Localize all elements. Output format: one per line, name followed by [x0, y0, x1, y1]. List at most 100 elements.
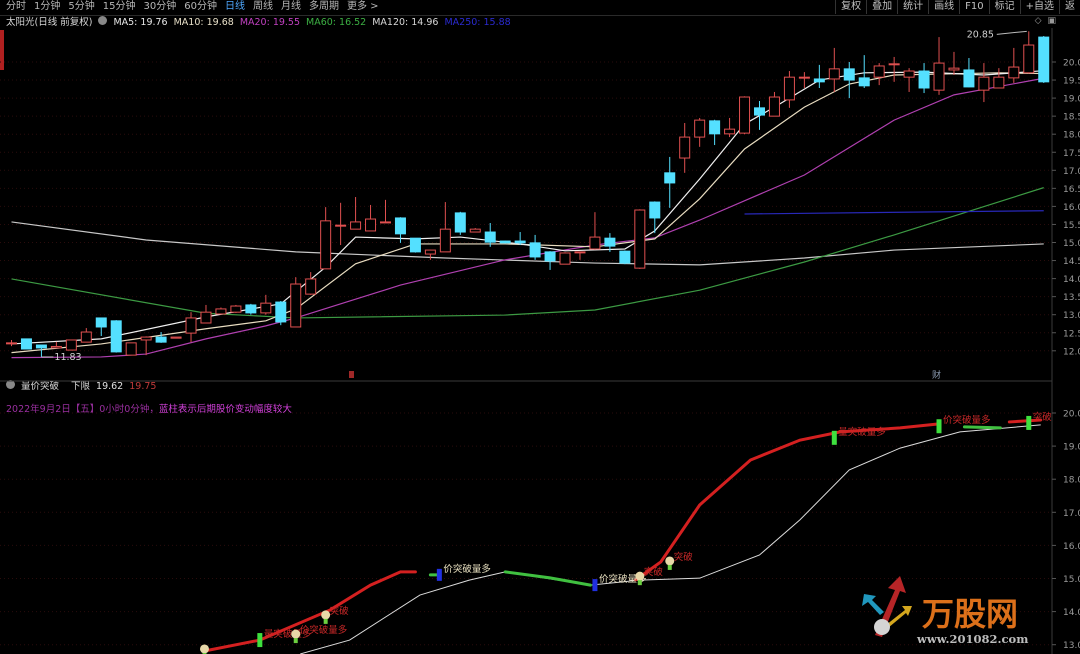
candle-body [858, 77, 870, 87]
candle-body [918, 70, 930, 89]
period-tab[interactable]: 分时 [6, 1, 26, 12]
ma5-line [11, 70, 1044, 345]
candle-body [260, 302, 272, 314]
candle-body [424, 249, 436, 255]
y-tick-label: 17.0 [1063, 509, 1080, 519]
period-tab[interactable]: 日线 [224, 1, 245, 12]
candle [1038, 36, 1050, 83]
candle-body [350, 221, 362, 230]
candle [335, 202, 347, 246]
period-tab[interactable]: 周线 [252, 1, 273, 12]
candle-body [1038, 36, 1050, 83]
candle-body [544, 251, 556, 262]
candle-body [185, 317, 197, 334]
tool-button[interactable]: 统计 [897, 0, 928, 14]
candle-body [978, 76, 990, 91]
candle-body [80, 331, 92, 343]
diamond-icon[interactable]: ◇ [1034, 16, 1042, 26]
side-tab[interactable] [0, 30, 4, 70]
candle-body [828, 68, 840, 80]
y-tick-label: 16.5 [1063, 185, 1080, 195]
period-tab[interactable]: 月线 [280, 1, 301, 12]
money-bag-base [293, 638, 298, 644]
candle-body [499, 240, 511, 244]
tool-button[interactable]: 返 [1059, 0, 1080, 14]
date-text: 2022年9月2日【五】0小时0分钟， [6, 404, 159, 415]
tool-button[interactable]: F10 [959, 0, 988, 14]
ma250-line [744, 210, 1044, 215]
y-tick-label: 20.0 [1063, 410, 1080, 420]
period-tab[interactable]: 60分钟 [184, 1, 217, 12]
candle [394, 217, 406, 243]
ma-label: MA60: 16.52 [306, 17, 367, 28]
candle [1023, 31, 1035, 74]
candle-body [50, 345, 62, 349]
signal-label: 量突破量多 [264, 628, 312, 640]
candle [828, 47, 840, 92]
y-tick-label: 15.5 [1063, 221, 1080, 231]
ma120-line [11, 221, 1044, 266]
tool-button[interactable]: +自选 [1019, 0, 1059, 14]
indicator-settings-icon[interactable] [6, 380, 15, 389]
period-tab[interactable]: 更多 > [346, 1, 379, 12]
candle [499, 240, 511, 244]
period-tab[interactable]: 30分钟 [143, 1, 177, 12]
candle [813, 64, 825, 88]
candle [185, 312, 197, 343]
candle-body [110, 320, 122, 353]
candle [679, 123, 691, 173]
indicator-name[interactable]: 量价突破 [21, 381, 60, 392]
candle-body [1008, 66, 1020, 79]
ma60-line [11, 187, 1044, 319]
top-toolbar: 分时 1分钟 5分钟 15分钟 30分钟 60分钟 日线 周线 月线 多周期 更多 > 复权 叠加 统计… [0, 0, 1080, 16]
tool-button[interactable]: 画线 [928, 0, 959, 14]
candle-body [754, 107, 765, 116]
corner-icons: ◇ ▣ [1035, 16, 1056, 26]
candle [80, 328, 92, 343]
candle [305, 272, 317, 295]
y-tick-label: 18.0 [1063, 476, 1080, 486]
candle [739, 96, 751, 135]
tool-buttons: 复权 叠加 统计 画线 F10 标记 +自选返 [835, 0, 1080, 14]
candle [783, 71, 795, 108]
candle [544, 251, 556, 270]
candle-body [215, 308, 227, 315]
ma-label: MA5: 19.76 [113, 17, 168, 28]
period-tab[interactable]: 15分钟 [102, 1, 136, 12]
candle-body [619, 250, 631, 264]
candle [424, 249, 436, 260]
logo-coin [874, 619, 890, 635]
candle [215, 307, 227, 315]
blue-bar-icon [436, 568, 442, 581]
settings-dot-icon[interactable] [98, 16, 108, 25]
tool-button[interactable]: 复权 [835, 0, 866, 14]
candle-body [739, 96, 751, 134]
period-tab[interactable]: 1分钟 [34, 1, 61, 12]
tool-button[interactable]: 叠加 [866, 0, 897, 14]
candle-body [798, 76, 810, 79]
logo-arrow-blue [862, 594, 884, 615]
window-icon[interactable]: ▣ [1047, 16, 1056, 26]
signal-label: 量突破量多 [838, 426, 886, 438]
candle-body [634, 209, 646, 269]
period-tabs: 分时 1分钟 5分钟 15分钟 30分钟 60分钟 日线 周线 月线 多周期 更多 > [6, 0, 379, 14]
ma-label: MA250: 15.88 [444, 17, 511, 28]
low-label: 11.83 [54, 352, 81, 363]
candle-body [813, 78, 825, 83]
y-tick-label: 12.0 [1063, 347, 1080, 357]
candle [664, 156, 676, 208]
candle-body [649, 201, 661, 219]
tool-button[interactable]: 标记 [988, 0, 1020, 14]
candle [365, 204, 377, 232]
candle-body [20, 338, 32, 350]
candle [903, 68, 915, 92]
candle [993, 68, 1005, 89]
period-tab[interactable]: 5分钟 [68, 1, 95, 12]
y-tick-label: 17.0 [1063, 167, 1080, 177]
period-tab[interactable]: 多周期 [308, 1, 339, 12]
money-bag-base [637, 580, 642, 586]
green-bar-icon [831, 430, 837, 445]
candle [110, 320, 122, 353]
ma-label: MA120: 14.96 [372, 17, 439, 28]
